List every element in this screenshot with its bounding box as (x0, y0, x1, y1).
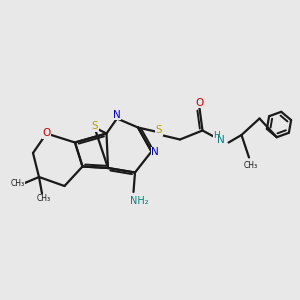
Text: S: S (92, 121, 98, 131)
Text: NH₂: NH₂ (130, 196, 149, 206)
Text: CH₃: CH₃ (243, 161, 258, 170)
Text: O: O (195, 98, 204, 108)
Text: N: N (151, 147, 159, 157)
Text: CH₃: CH₃ (10, 179, 25, 188)
Text: O: O (42, 128, 51, 139)
Text: H: H (214, 131, 220, 140)
Text: N: N (217, 135, 225, 146)
Text: CH₃: CH₃ (36, 194, 51, 203)
Text: N: N (112, 110, 120, 120)
Text: S: S (155, 125, 162, 135)
